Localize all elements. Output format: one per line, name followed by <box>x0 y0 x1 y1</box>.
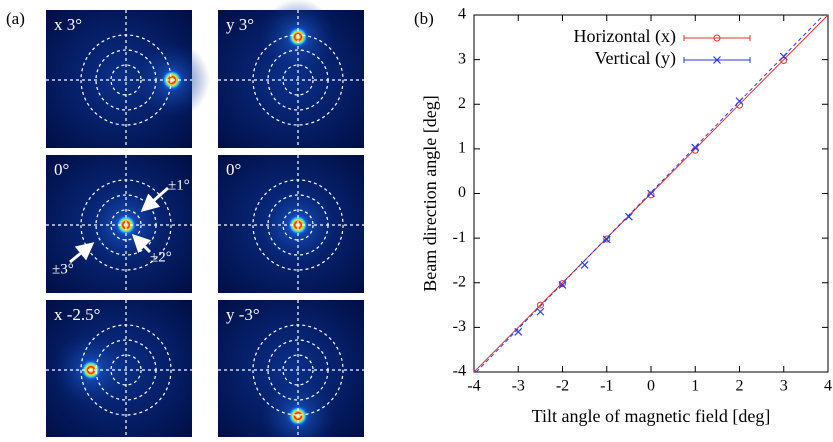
y-tick-label: -2 <box>453 273 466 290</box>
fit-line <box>475 14 824 373</box>
image-label: 0° <box>226 160 241 179</box>
x-tick-label: 3 <box>780 378 788 395</box>
y-tick-label: 2 <box>458 95 466 112</box>
y-tick-label: -4 <box>453 363 466 380</box>
angle-ring <box>80 34 172 126</box>
angle-ring <box>95 49 157 111</box>
x-tick-label: -4 <box>467 378 480 395</box>
angle-ring <box>267 49 329 111</box>
beam-image: x 3° <box>46 10 210 148</box>
marker <box>647 189 655 198</box>
annotation: ±1° <box>168 177 190 193</box>
marker <box>536 307 545 316</box>
angle-ring <box>80 179 172 271</box>
marker <box>603 235 611 243</box>
marker <box>691 143 700 152</box>
marker <box>780 57 788 65</box>
marker <box>624 212 633 221</box>
marker <box>735 97 744 106</box>
angle-ring <box>282 209 314 241</box>
legend-label: Vertical (y) <box>595 48 676 69</box>
x-tick-label: -3 <box>512 378 525 395</box>
angle-ring <box>267 339 329 401</box>
annotation: ±3° <box>52 261 74 277</box>
image-label: 0° <box>54 160 69 179</box>
image-grid: x 3° y 3° 0° 0° x -2.5° y -3° ±1° ±2° ±3° <box>46 0 364 442</box>
panel-label: (b) <box>414 9 434 28</box>
angle-ring <box>95 194 157 256</box>
x-axis-label: Tilt angle of magnetic field [deg] <box>532 406 771 426</box>
angle-ring <box>80 324 172 416</box>
arrow <box>69 242 95 264</box>
x-tick-label: 4 <box>824 378 832 395</box>
marker <box>558 281 567 289</box>
x-tick-label: 2 <box>736 378 744 395</box>
angle-ring <box>282 354 314 386</box>
angle-ring <box>252 179 344 271</box>
image-label: y 3° <box>226 15 254 34</box>
angle-ring <box>282 64 314 96</box>
angle-ring <box>252 324 344 416</box>
beam-image: y 3° <box>218 0 364 148</box>
angle-ring <box>110 354 142 386</box>
legend-marker <box>713 34 721 42</box>
x-tick-label: 1 <box>691 378 699 395</box>
panel-label: (a) <box>6 9 25 28</box>
marker <box>536 301 544 309</box>
image-label: x -2.5° <box>54 305 100 324</box>
beam-image: y -3° <box>218 300 364 442</box>
marker <box>779 52 788 61</box>
x-tick-label: -1 <box>600 378 613 395</box>
image-label: x 3° <box>54 15 82 34</box>
y-axis-label: Beam direction angle [deg] <box>420 95 440 291</box>
angle-ring <box>252 34 344 126</box>
y-tick-label: -1 <box>453 229 466 246</box>
marker <box>602 235 611 244</box>
x-tick-label: -2 <box>556 378 569 395</box>
annotation: ±2° <box>150 249 172 265</box>
angle-ring <box>110 64 142 96</box>
y-tick-label: 0 <box>458 184 466 201</box>
y-tick-label: -3 <box>453 318 466 335</box>
image-label: y -3° <box>226 305 260 324</box>
chart: -4 -3 -2 -1 0 1 2 3 4 -4 -3 -2 -1 0 1 2 3 4 Tilt angle of … <box>420 6 832 426</box>
legend-marker <box>713 56 721 64</box>
beam-image: 0° <box>218 155 364 293</box>
legend-label: Horizontal (x) <box>574 26 676 47</box>
y-tick-label: 3 <box>458 50 466 67</box>
y-tick-label: 4 <box>458 6 466 23</box>
x-tick-label: 0 <box>647 378 655 395</box>
angle-ring <box>110 209 142 241</box>
arrow <box>140 186 169 212</box>
angle-ring <box>95 339 157 401</box>
marker <box>580 260 589 269</box>
arrow <box>131 233 152 254</box>
beam-image: x -2.5° <box>46 300 192 438</box>
y-tick-label: 1 <box>458 140 466 157</box>
annotations: ±1° ±2° ±3° <box>52 177 190 277</box>
marker <box>514 327 523 336</box>
marker <box>559 280 566 288</box>
angle-ring <box>267 194 329 256</box>
